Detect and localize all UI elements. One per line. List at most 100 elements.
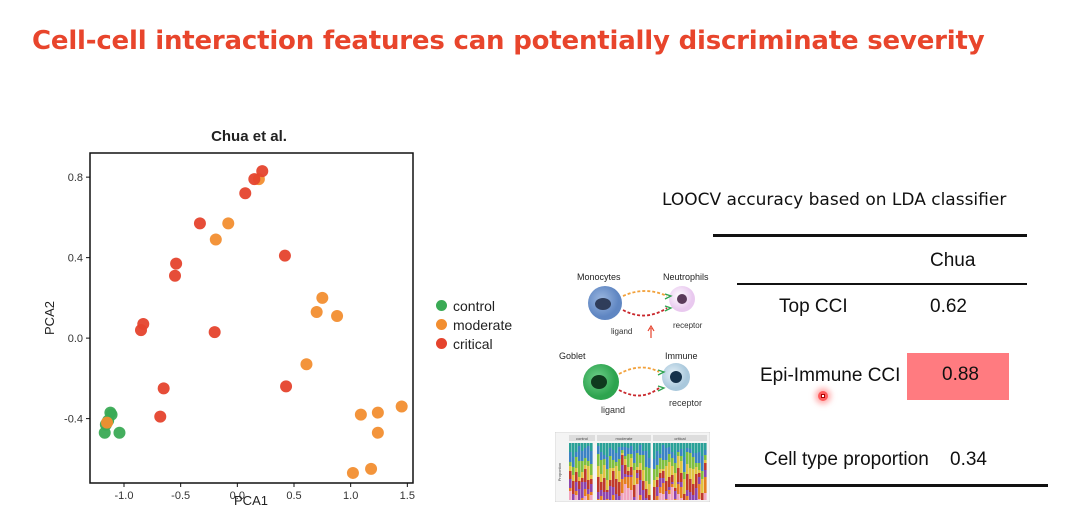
stack-segment: [624, 465, 627, 474]
data-point-moderate: [395, 400, 408, 413]
stack-segment: [642, 490, 645, 500]
bars-header-control: control: [576, 436, 588, 441]
stack-segment: [656, 477, 659, 480]
y-tick-label: 0.4: [68, 253, 83, 265]
data-point-critical: [239, 187, 252, 200]
stack-segment: [677, 468, 680, 482]
stack-segment: [704, 455, 707, 460]
stack-segment: [671, 466, 674, 475]
stack-segment: [642, 451, 645, 455]
stack-segment: [630, 477, 633, 490]
stack-segment: [683, 443, 686, 457]
stack-segment: [701, 471, 704, 479]
stack-segment: [612, 495, 615, 500]
stack-segment: [668, 477, 671, 487]
stack-segment: [590, 475, 593, 479]
stack-segment: [701, 493, 704, 500]
stack-segment: [665, 466, 668, 481]
stack-segment: [627, 488, 630, 500]
stack-segment: [686, 490, 689, 496]
legend-label-moderate: moderate: [453, 316, 513, 333]
label-ligand-top: ligand: [611, 327, 632, 336]
stack-segment: [578, 446, 581, 461]
stack-segment: [615, 462, 618, 466]
stack-segment: [612, 487, 615, 495]
highlighted-cell: [907, 353, 1009, 400]
stack-segment: [609, 468, 612, 480]
stack-segment: [572, 443, 575, 457]
stack-segment: [689, 449, 692, 453]
stack-segment: [677, 452, 680, 456]
stack-segment: [633, 463, 636, 470]
stack-segment: [621, 450, 624, 453]
stack-segment: [603, 465, 606, 478]
stack-segment: [671, 484, 674, 487]
stack-segment: [698, 484, 701, 499]
stack-segment: [630, 458, 633, 467]
stack-segment: [581, 451, 584, 461]
stack-segment: [692, 453, 695, 457]
stack-segment: [618, 471, 621, 482]
stack-segment: [662, 494, 665, 500]
stack-segment: [656, 487, 659, 496]
stack-segment: [609, 480, 612, 486]
stack-segment: [671, 452, 674, 458]
data-point-moderate: [371, 406, 384, 419]
stack-segment: [618, 482, 621, 496]
stack-segment: [606, 492, 609, 499]
stack-segment: [590, 443, 593, 451]
stack-segment: [600, 490, 603, 496]
stack-segment: [603, 443, 606, 455]
stack-segment: [587, 466, 590, 480]
stack-segment: [575, 491, 578, 495]
stack-segment: [653, 480, 656, 487]
stack-segment: [695, 453, 698, 463]
stack-segment: [692, 495, 695, 500]
stack-segment: [609, 456, 612, 468]
stack-segment: [603, 492, 606, 500]
stack-segment: [587, 494, 590, 500]
stack-segment: [645, 443, 648, 451]
stack-segment: [695, 463, 698, 467]
bars-header-critical: critical: [674, 436, 685, 441]
stack-segment: [642, 455, 645, 470]
stack-segment: [612, 450, 615, 460]
stack-segment: [569, 443, 572, 452]
table-header-rule: [737, 283, 1027, 285]
data-point-critical: [154, 410, 167, 423]
stack-segment: [627, 454, 630, 467]
data-point-moderate: [101, 416, 113, 429]
stack-segment: [668, 490, 671, 494]
stack-segment: [686, 452, 689, 464]
stack-segment: [575, 482, 578, 491]
stack-segment: [618, 447, 621, 459]
stack-segment: [674, 491, 677, 499]
stack-segment: [674, 443, 677, 455]
stack-segment: [572, 457, 575, 467]
label-receptor-bottom: receptor: [669, 398, 702, 408]
stack-segment: [662, 443, 665, 445]
stack-segment: [578, 461, 581, 477]
stack-segment: [587, 489, 590, 494]
stack-segment: [633, 470, 636, 485]
stack-segment: [689, 453, 692, 468]
stack-segment: [621, 465, 624, 479]
stack-segment: [677, 482, 680, 484]
stack-segment: [633, 443, 636, 451]
stack-segment: [665, 460, 668, 466]
stack-segment: [686, 464, 689, 474]
stack-segment: [597, 443, 600, 446]
stack-segment: [600, 443, 603, 452]
stack-segment: [695, 467, 698, 474]
stack-segment: [659, 443, 662, 454]
stack-segment: [662, 471, 665, 478]
stack-segment: [597, 499, 600, 500]
stack-segment: [677, 443, 680, 450]
stack-segment: [704, 463, 707, 470]
stack-segment: [642, 443, 645, 451]
stack-segment: [686, 443, 689, 448]
stack-segment: [624, 474, 627, 477]
stack-segment: [584, 469, 587, 482]
stack-segment: [606, 499, 609, 500]
stack-segment: [668, 487, 671, 490]
